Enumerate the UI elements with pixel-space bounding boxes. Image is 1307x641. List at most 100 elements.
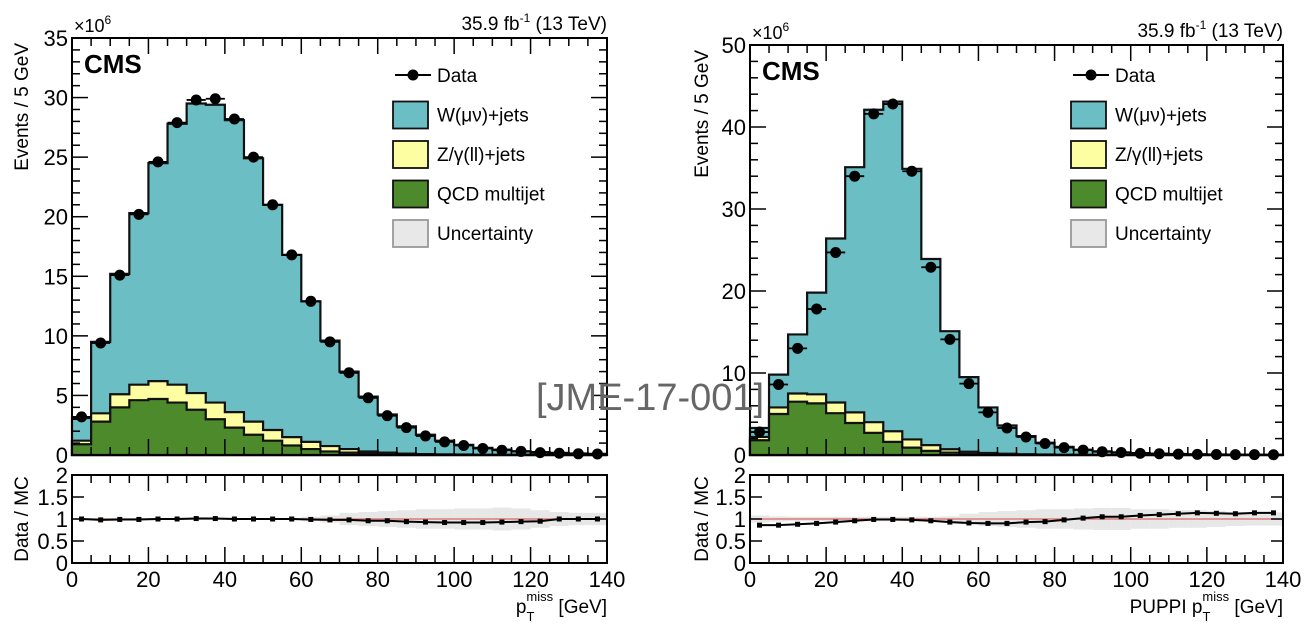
x-tick-label: 120 <box>1188 567 1225 592</box>
ratio-point <box>852 518 858 524</box>
data-point <box>267 199 279 211</box>
data-point <box>324 336 336 348</box>
x-axis-label: PUPPI pTmiss [GeV] <box>1130 589 1283 624</box>
ratio-point <box>1270 510 1276 516</box>
y-tick-label: 30 <box>722 197 746 222</box>
x-tick-label: 0 <box>744 567 756 592</box>
data-point <box>963 378 975 390</box>
ratio-point <box>1175 511 1181 517</box>
ratio-point <box>575 516 581 522</box>
legend-label: QCD multijet <box>437 185 545 206</box>
ratio-point <box>537 518 543 524</box>
legend-label: Uncertainty <box>437 224 534 245</box>
data-point <box>1191 448 1203 460</box>
ratio-point <box>947 519 953 525</box>
x-tick-label: 20 <box>814 567 838 592</box>
data-point <box>1267 449 1279 461</box>
data-point <box>534 447 546 459</box>
ratio-point <box>814 520 820 526</box>
x-tick-label: 100 <box>436 567 473 592</box>
data-point <box>190 94 202 106</box>
data-point <box>1153 448 1165 460</box>
legend-swatch <box>1070 219 1107 248</box>
legend-label: Data <box>437 66 478 87</box>
data-point <box>228 113 240 125</box>
ratio-point <box>422 519 428 525</box>
ratio-point <box>1080 515 1086 521</box>
ratio-point <box>193 516 199 522</box>
y-tick-label: 25 <box>44 145 68 170</box>
ratio-point <box>1118 514 1124 520</box>
legend-entry: W(μν)+jets <box>392 100 529 130</box>
ratio-point <box>966 520 972 526</box>
x-tick-label: 40 <box>890 567 914 592</box>
data-point <box>944 333 956 345</box>
energy-label: (13 TeV) <box>1206 21 1283 42</box>
data-point <box>1210 449 1222 461</box>
legend-label: W(μν)+jets <box>437 106 529 127</box>
legend-swatch <box>392 140 429 169</box>
legend-marker-dot <box>1085 69 1097 81</box>
data-point <box>792 342 804 354</box>
data-point <box>458 439 470 451</box>
data-point <box>305 295 317 307</box>
ratio-point <box>1042 519 1048 525</box>
x-tick-label: 40 <box>213 567 237 592</box>
ratio-line <box>759 511 1274 527</box>
x-axis-label-unit: [GeV] <box>553 597 607 618</box>
x-tick-label: 80 <box>365 567 389 592</box>
data-point <box>515 445 527 457</box>
y-tick-label: 15 <box>44 264 68 289</box>
y-multiplier-label: ×106 <box>752 20 790 43</box>
legend-swatch <box>1070 100 1107 130</box>
ratio-point <box>79 516 85 522</box>
data-point <box>1115 447 1127 459</box>
ratio-y-axis-label: Data / MC <box>692 476 713 562</box>
data-point <box>95 337 107 349</box>
y-axis-label: Events / 5 GeV <box>12 43 33 171</box>
ratio-point <box>1156 512 1162 518</box>
x-tick-label: 20 <box>136 567 160 592</box>
ratio-y-tick-label: 1 <box>56 507 68 532</box>
ratio-point <box>757 522 763 528</box>
legend-entry: QCD multijet <box>392 179 545 209</box>
legend-label: Z/γ(ll)+jets <box>437 145 525 166</box>
legend-swatch <box>1070 179 1107 209</box>
legend-label: QCD multijet <box>1115 185 1223 206</box>
data-point <box>553 447 565 459</box>
data-point <box>381 410 393 422</box>
x-axis-label-sup: miss <box>1202 589 1229 604</box>
ratio-point <box>556 516 562 522</box>
x-axis-label: pTmiss [GeV] <box>516 589 607 624</box>
ratio-point <box>98 517 104 523</box>
ratio-y-tick-label: 2 <box>56 463 68 488</box>
ratio-point <box>212 516 218 522</box>
data-point <box>754 426 766 438</box>
ratio-point <box>308 516 314 522</box>
data-point <box>1020 431 1032 443</box>
data-point <box>152 156 164 168</box>
ratio-point <box>776 522 782 528</box>
legend: Data W(μν)+jets Z/γ(ll)+jets QCD multijet Un… <box>392 66 545 248</box>
x-axis-label-sub: T <box>526 609 534 624</box>
data-point <box>1229 449 1241 461</box>
y-axis-label: Events / 5 GeV <box>692 50 713 178</box>
ratio-point <box>327 517 333 523</box>
y-tick-label: 5 <box>56 383 68 408</box>
ratio-point <box>365 518 371 524</box>
y-tick-label: 0 <box>734 443 746 468</box>
ratio-y-tick-label: 0 <box>56 551 68 576</box>
data-point <box>1096 446 1108 458</box>
ratio-point <box>155 516 161 522</box>
ratio-point <box>909 517 915 523</box>
data-point <box>496 444 508 456</box>
x-tick-label: 120 <box>512 567 549 592</box>
data-point <box>1077 444 1089 456</box>
ratio-point <box>480 520 486 526</box>
ratio-point <box>871 516 877 522</box>
legend-label: Data <box>1115 66 1156 87</box>
legend-entry: QCD multijet <box>1070 179 1223 209</box>
